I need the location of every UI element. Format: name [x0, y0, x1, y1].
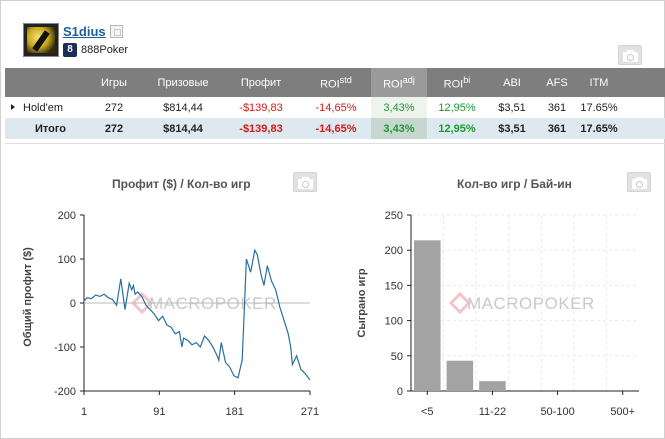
cell-abi: $3,51: [487, 118, 537, 139]
buyin-chart-title: Кол-во игр / Бай-ин: [457, 177, 572, 191]
profit-x-tick-label: 271: [301, 406, 319, 418]
buyin-bar-11-22: [479, 381, 506, 391]
snapshot-camera-icon[interactable]: [618, 45, 642, 65]
row-name: Итого: [5, 118, 83, 139]
header-afs[interactable]: AFS: [537, 68, 577, 97]
buyin-y-tick-label: 0: [397, 386, 403, 398]
cell-profit: -$139,83: [239, 101, 283, 114]
cell-itm: 17.65%: [577, 118, 621, 139]
profit-y-tick-label: -200: [54, 386, 76, 398]
buyin-x-tick-label: 50-100: [540, 406, 574, 418]
cell-games: 272: [104, 101, 124, 114]
stats-table: Игры Призовые Профит ROIstd ROIadj ROIbi…: [5, 68, 665, 139]
cell-afs: 361: [537, 118, 577, 139]
profit-y-axis-label: Общий профит ($): [22, 247, 34, 347]
cell-roi-adj: 3,43%: [371, 97, 427, 118]
cell-prize: $814,44: [163, 101, 203, 114]
room-logo-icon: 8: [63, 43, 77, 57]
cell-itm: 17.65%: [580, 101, 618, 114]
username-link[interactable]: S1dius: [63, 24, 106, 39]
buyin-y-tick-label: 50: [391, 351, 403, 363]
profit-series-line: [83, 248, 311, 381]
table-row-holdem[interactable]: Hold'em 272 $814,44 -$139,83 -14,65% 3,4…: [5, 97, 665, 118]
cell-afs: 361: [547, 101, 567, 114]
note-icon[interactable]: [110, 25, 123, 38]
profit-y-tick-label: 0: [70, 298, 76, 310]
header-roi-adj[interactable]: ROIadj: [371, 68, 427, 97]
header-name: [5, 68, 83, 97]
profit-y-tick-label: 200: [58, 210, 76, 222]
profit-x-tick-label: 91: [153, 406, 165, 418]
header-spacer: [621, 68, 665, 97]
header-roi-std[interactable]: ROIstd: [301, 68, 371, 97]
triangle-right-icon[interactable]: [11, 103, 15, 110]
macropoker-watermark: MACROPOKER: [448, 291, 595, 315]
buyin-x-tick-label: 11-22: [479, 406, 506, 418]
buyin-chart-camera-icon[interactable]: [627, 172, 651, 192]
profit-x-tick-label: 1: [81, 406, 87, 418]
room-name: 888Poker: [81, 44, 129, 56]
header-abi[interactable]: ABI: [487, 68, 537, 97]
stats-header-row: Игры Призовые Профит ROIstd ROIadj ROIbi…: [5, 68, 665, 97]
header-games[interactable]: Игры: [83, 68, 145, 97]
cell-roi-adj: 3,43%: [371, 118, 427, 139]
profit-y-tick-label: 100: [58, 254, 76, 266]
cell-roi-bi: 12,95%: [427, 118, 487, 139]
cell-games: 272: [83, 118, 145, 139]
row-name[interactable]: Hold'em: [5, 97, 83, 118]
profit-chart-camera-icon[interactable]: [293, 172, 317, 192]
cell-abi: $3,51: [498, 101, 526, 114]
buyin-y-axis-label: Сыграно игр: [356, 268, 368, 338]
header-profit[interactable]: Профит: [221, 68, 301, 97]
cell-prize: $814,44: [145, 118, 221, 139]
buyin-x-tick-label: 500+: [610, 406, 635, 418]
avatar[interactable]: [23, 23, 59, 57]
cell-roi-std: -14,65%: [301, 118, 371, 139]
buyin-y-tick-label: 250: [385, 210, 403, 222]
cell-roi-std: -14,65%: [315, 101, 357, 114]
cell-roi-bi: 12,95%: [438, 101, 476, 114]
buyin-bar-<5: [414, 240, 441, 391]
buyin-y-tick-label: 200: [385, 245, 403, 257]
buyin-x-tick-label: <5: [421, 406, 434, 418]
header-prize[interactable]: Призовые: [145, 68, 221, 97]
header-roi-bi[interactable]: ROIbi: [427, 68, 487, 97]
profit-chart-title: Профит ($) / Кол-во игр: [112, 177, 251, 191]
profit-x-tick-label: 181: [225, 406, 243, 418]
buyin-y-tick-label: 100: [385, 316, 403, 328]
header-itm[interactable]: ITM: [577, 68, 621, 97]
cell-profit: -$139,83: [221, 118, 301, 139]
table-row-total: Итого 272 $814,44 -$139,83 -14,65% 3,43%…: [5, 118, 665, 139]
profit-y-tick-label: -100: [54, 342, 76, 354]
divider: [5, 143, 665, 144]
watermark-text: MACROPOKER: [467, 294, 595, 313]
buyin-bar-5-11: [446, 360, 474, 391]
buyin-y-tick-label: 150: [385, 280, 403, 292]
